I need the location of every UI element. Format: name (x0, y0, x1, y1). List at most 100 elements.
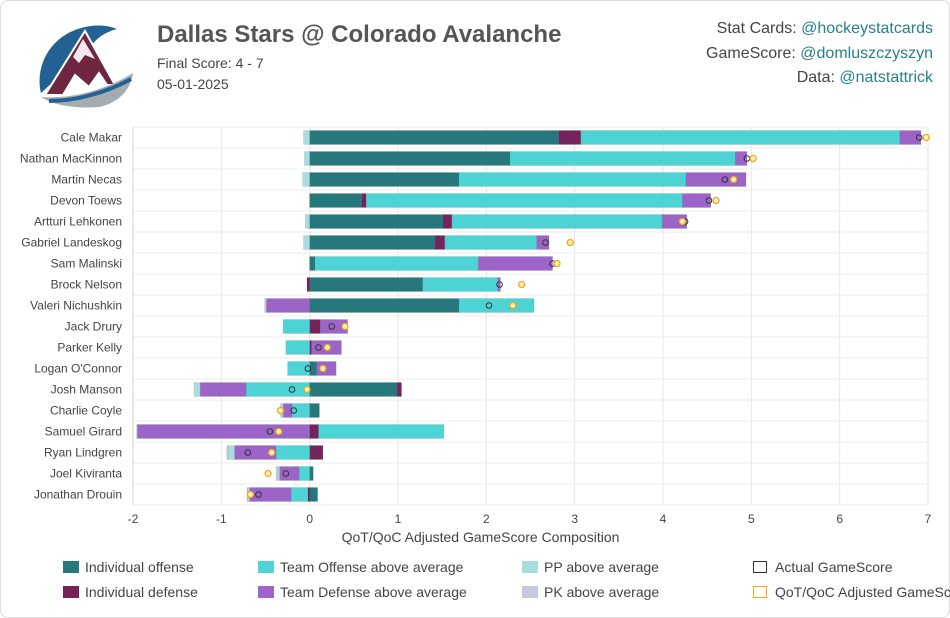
bar-segment-pp (193, 382, 201, 397)
x-tick-label: -2 (128, 512, 139, 526)
x-tick-label: 6 (836, 512, 843, 526)
page-title: Dallas Stars @ Colorado Avalanche (157, 21, 562, 48)
actual-gamescore-marker (288, 386, 296, 393)
bar-segment-pk (226, 445, 229, 460)
bar-segment-individual-offense (309, 193, 363, 208)
adjusted-gamescore-marker (275, 427, 283, 436)
bar-segment-individual-defense (309, 319, 321, 334)
bar-segment-individual-offense (309, 151, 511, 166)
bar-segment-individual-offense (309, 382, 398, 397)
game-date: 05-01-2025 (157, 76, 229, 92)
bar-segment-pp (277, 466, 280, 481)
bar-segment-pk (275, 466, 279, 481)
legend-swatch (63, 561, 79, 573)
x-tick-label: 0 (306, 512, 313, 526)
adjusted-gamescore-marker (303, 385, 311, 394)
legend-swatch (63, 586, 79, 598)
x-tick-label: 5 (748, 512, 755, 526)
bar-segment-team-offense (245, 382, 310, 397)
adjusted-gamescore-marker (319, 364, 327, 373)
final-score: Final Score: 4 - 7 (157, 55, 264, 71)
legend-label: Individual offense (85, 559, 194, 575)
actual-gamescore-marker (485, 302, 493, 309)
bar-segment-team-offense (285, 340, 310, 355)
legend-swatch (753, 561, 767, 573)
adjusted-gamescore-marker (276, 406, 285, 415)
bar-segment-individual-offense (309, 214, 444, 229)
legend-label: PP above average (544, 559, 659, 575)
x-tick-label: 4 (660, 512, 667, 526)
player-label: Parker Kelly (57, 341, 122, 355)
player-label: Joel Kiviranta (50, 467, 122, 481)
legend-label: Team Defense above average (280, 584, 467, 600)
bar-segment-individual-offense (309, 172, 460, 187)
player-label: Ryan Lindgren (44, 446, 122, 460)
legend-label: PK above average (544, 584, 660, 600)
player-label: Josh Manson (51, 383, 122, 397)
bar-segment-pp (303, 235, 310, 250)
player-label: Devon Toews (50, 194, 122, 208)
bar-segment-individual-offense (309, 466, 314, 481)
bar-segment-team-offense (451, 214, 663, 229)
actual-gamescore-marker (542, 239, 549, 246)
credits: Stat Cards: @hockeystatcards GameScore: … (706, 17, 933, 91)
bar-segment-team-offense (444, 235, 537, 250)
player-label: Martin Necas (51, 173, 122, 187)
bar-segment-individual-offense (309, 298, 460, 313)
bar-segment-individual-offense (309, 277, 423, 292)
bar-segment-individual-defense (361, 193, 367, 208)
player-label: Cale Makar (61, 131, 122, 145)
bar-segment-individual-offense (309, 130, 560, 145)
adjusted-gamescore-marker (730, 175, 738, 184)
player-label: Brock Nelson (51, 278, 122, 292)
credit-link[interactable]: @domluszczyszyn (800, 44, 933, 62)
legend-swatch (753, 586, 767, 598)
adjusted-gamescore-marker (553, 259, 561, 268)
bar-segment-individual-defense (442, 214, 453, 229)
adjusted-gamescore-marker (509, 301, 517, 310)
actual-gamescore-marker (266, 428, 274, 435)
bar-segment-individual-defense (309, 340, 312, 355)
bar-segment-pp (302, 172, 310, 187)
x-tick-label: 2 (483, 512, 490, 526)
bar-segment-pp (303, 130, 310, 145)
player-label: Jonathan Drouin (34, 488, 122, 502)
bar-segment-pk (264, 298, 267, 313)
bar-segment-team-offense (580, 130, 900, 145)
bar-segment-individual-offense (309, 403, 320, 418)
x-tick-label: 3 (571, 512, 578, 526)
bar-segment-individual-defense (309, 445, 324, 460)
bar-segment-pp (305, 214, 310, 229)
bar-segment-team-offense (365, 193, 683, 208)
bar-segment-team-offense (275, 445, 310, 460)
bar-segment-team-defense (685, 172, 747, 187)
bar-segment-team-defense (478, 256, 553, 271)
bar-segment-team-offense (458, 172, 687, 187)
legend-label: Team Offense above average (280, 559, 464, 575)
adjusted-gamescore-marker (268, 448, 276, 457)
x-tick-label: -1 (216, 512, 227, 526)
adjusted-gamescore-marker (749, 154, 757, 163)
bar-segment-team-defense (266, 298, 310, 313)
legend-swatch (258, 561, 274, 573)
bar-segment-individual-defense (307, 487, 310, 502)
actual-gamescore-marker (290, 407, 298, 414)
legend-swatch (258, 586, 274, 598)
credit-link[interactable]: @hockeystatcards (801, 20, 933, 37)
credit-link[interactable]: @natstattrick (839, 69, 933, 86)
bar-segment-team-offense (291, 403, 310, 418)
bar-segment-individual-defense (558, 130, 582, 145)
legend-swatch (522, 586, 538, 598)
adjusted-gamescore-marker (341, 322, 349, 331)
bar-segment-individual-defense (396, 382, 402, 397)
bar-segment-team-defense (682, 193, 711, 208)
adjusted-gamescore-marker (712, 196, 720, 205)
actual-gamescore-marker (282, 470, 290, 477)
bar-segment-team-defense (735, 151, 748, 166)
legend-label: Individual defense (85, 584, 198, 600)
bar-segment-pp (228, 445, 235, 460)
bar-segment-individual-defense (306, 277, 310, 292)
legend-label: Actual GameScore (775, 559, 893, 575)
actual-gamescore-marker (721, 176, 729, 183)
